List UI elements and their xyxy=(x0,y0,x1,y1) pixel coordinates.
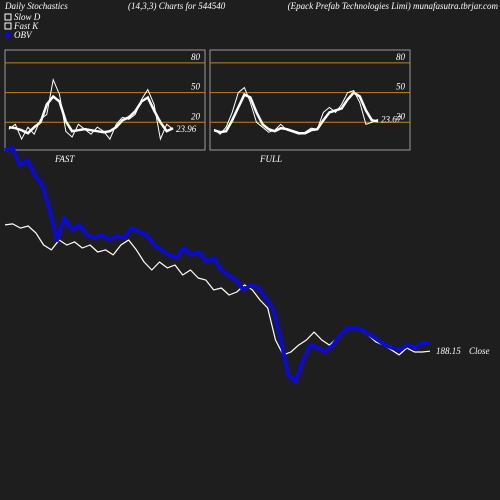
close-line xyxy=(4,223,431,356)
stoch-line xyxy=(213,90,379,135)
last-value: 23.96 xyxy=(176,124,197,134)
legend-label: Fast K xyxy=(13,21,39,31)
last-value: 23.67 xyxy=(381,114,402,124)
panel-title: FULL xyxy=(259,154,282,164)
stoch-line xyxy=(213,86,379,135)
legend-swatch xyxy=(4,13,12,21)
y-tick-label: 80 xyxy=(191,52,201,62)
legend-swatch xyxy=(4,22,12,30)
y-tick-label: 80 xyxy=(396,52,406,62)
y-tick-label: 20 xyxy=(191,111,201,121)
y-tick-label: 20 xyxy=(396,111,406,121)
close-value: 188.15 xyxy=(436,346,461,356)
stoch-line xyxy=(8,77,174,141)
close-label: Close xyxy=(469,346,490,356)
header-middle: (14,3,3) Charts for 544540 xyxy=(128,1,226,11)
obv-line xyxy=(4,146,430,384)
legend-label: OBV xyxy=(14,30,33,40)
legend-swatch xyxy=(5,32,11,38)
stoch-line xyxy=(8,94,174,135)
panel xyxy=(209,49,411,151)
legend-label: Slow D xyxy=(14,12,41,22)
panel xyxy=(4,49,206,151)
y-tick-label: 50 xyxy=(396,82,406,92)
y-tick-label: 50 xyxy=(191,82,201,92)
panel-title: FAST xyxy=(54,154,75,164)
header-right: (Epack Prefab Technologies Limi) munafas… xyxy=(288,1,499,11)
header-left: Daily Stochastics xyxy=(4,1,68,11)
